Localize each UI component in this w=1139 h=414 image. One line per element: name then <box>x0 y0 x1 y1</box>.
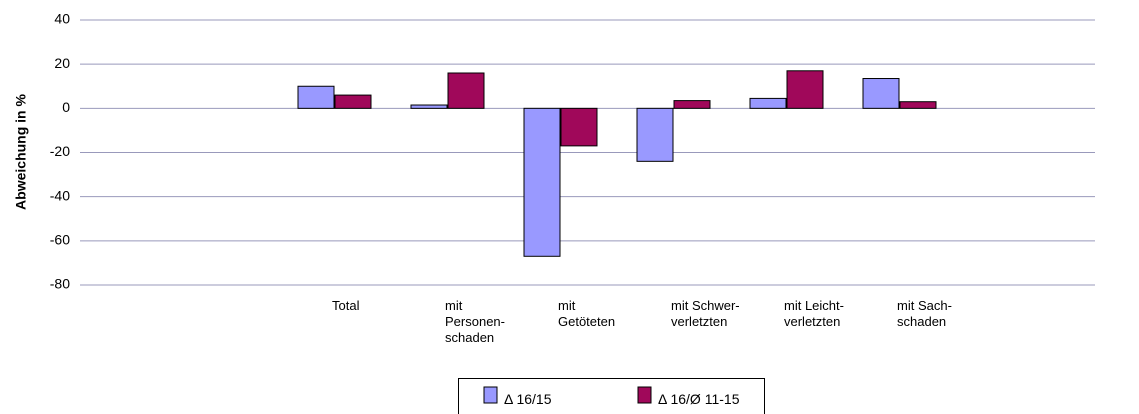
legend-label: Δ 16/15 <box>504 391 552 407</box>
y-tick-label: -20 <box>50 143 70 159</box>
bar <box>297 85 335 109</box>
y-tick-label: -40 <box>50 187 70 203</box>
y-tick-label: 0 <box>62 99 70 115</box>
x-tick-label: mit Leicht-verletzten <box>784 298 844 329</box>
bar <box>410 104 448 109</box>
x-tick-label: mit Schwer-verletzten <box>671 298 740 329</box>
y-tick-label: 20 <box>54 55 70 71</box>
bar <box>862 78 900 109</box>
legend-swatch <box>637 386 652 404</box>
y-axis-label: Abweichung in % <box>13 94 29 210</box>
legend-box <box>458 378 765 414</box>
legend-label: Δ 16/Ø 11-15 <box>658 391 740 407</box>
bar <box>673 100 711 109</box>
legend-swatch <box>483 386 498 404</box>
bar <box>523 107 561 257</box>
y-tick-label: 40 <box>54 11 70 27</box>
x-tick-label: mit Getöteten <box>558 298 615 329</box>
bar <box>447 72 485 109</box>
x-tick-label: mit Sach-schaden <box>897 298 952 329</box>
bar <box>899 101 937 109</box>
bar <box>560 107 598 147</box>
bar <box>786 70 824 109</box>
x-tick-label: mit Personen-schaden <box>445 298 505 345</box>
bar <box>636 107 674 162</box>
bar <box>749 97 787 109</box>
bar <box>334 94 372 109</box>
y-tick-label: -80 <box>50 276 70 292</box>
y-tick-label: -60 <box>50 232 70 248</box>
x-tick-label: Total <box>332 298 360 313</box>
